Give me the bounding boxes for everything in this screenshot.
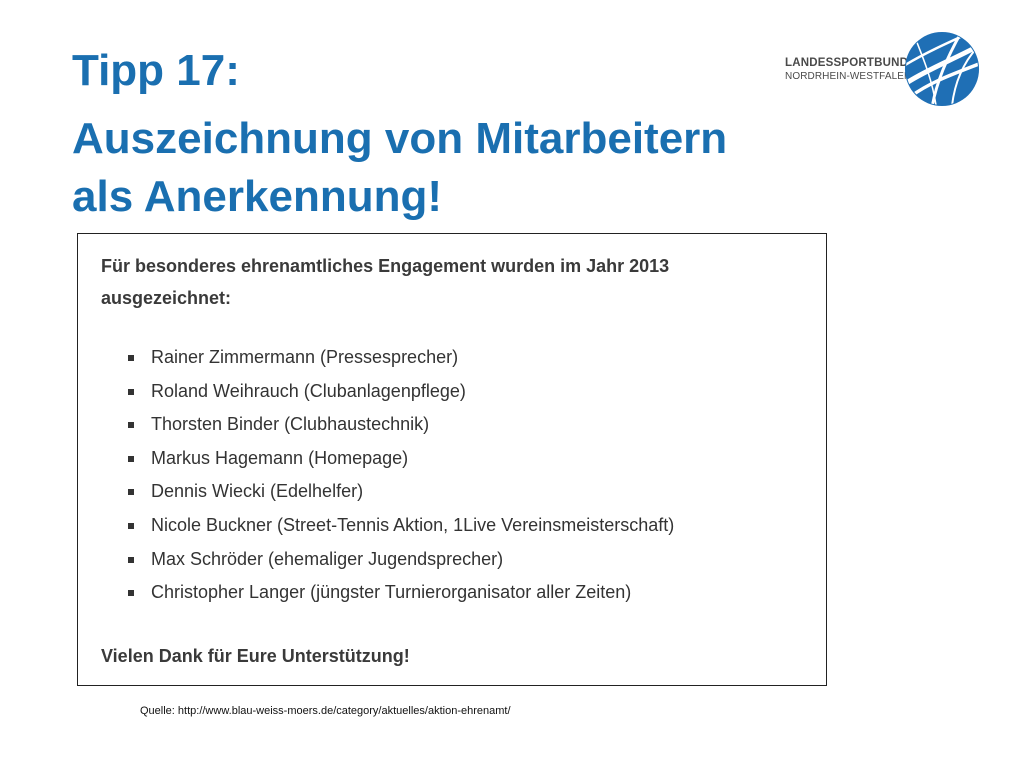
list-item: Christopher Langer (jüngster Turnierorga…	[126, 576, 674, 610]
honoree-name: Dennis Wiecki (Edelhelfer)	[151, 481, 364, 502]
intro-line-2: ausgezeichnet:	[101, 288, 232, 308]
square-bullet-icon	[128, 388, 134, 395]
list-item: Roland Weihrauch (Clubanlagenpflege)	[126, 375, 674, 409]
honoree-name: Nicole Buckner (Street-Tennis Aktion, 1L…	[151, 514, 675, 535]
list-item: Thorsten Binder (Clubhaustechnik)	[126, 408, 674, 442]
logo-text: LANDESSPORTBUND NORDRHEIN-WESTFALEN	[785, 56, 911, 84]
honoree-list: Rainer Zimmermann (Pressesprecher) Rolan…	[126, 341, 674, 610]
honoree-name: Christopher Langer (jüngster Turnierorga…	[151, 582, 632, 603]
list-item: Dennis Wiecki (Edelhelfer)	[126, 475, 674, 509]
logo-line-1: LANDESSPORTBUND	[785, 57, 909, 69]
thanks-text: Vielen Dank für Eure Unterstützung!	[101, 646, 410, 666]
title-line-1: Tipp 17:	[72, 46, 240, 95]
title-line-3: als Anerkennung!	[72, 172, 442, 221]
honors-card: Für besonderes ehrenamtliches Engagement…	[77, 233, 827, 686]
square-bullet-icon	[128, 422, 134, 429]
list-item: Max Schröder (ehemaliger Jugendsprecher)	[126, 543, 674, 577]
logo-line-2: NORDRHEIN-WESTFALEN	[785, 71, 912, 82]
intro-line-1: Für besonderes ehrenamtliches Engagement…	[101, 256, 670, 276]
title-line-2: Auszeichnung von Mitarbeitern	[72, 114, 728, 163]
square-bullet-icon	[128, 489, 134, 496]
source-citation: Quelle: http://www.blau-weiss-moers.de/c…	[140, 705, 511, 717]
square-bullet-icon	[128, 556, 134, 563]
honoree-name: Max Schröder (ehemaliger Jugendsprecher)	[151, 548, 504, 569]
slide-title: Tipp 17: Auszeichnung von Mitarbeitern a…	[72, 42, 727, 226]
list-item: Markus Hagemann (Homepage)	[126, 442, 674, 476]
square-bullet-icon	[128, 590, 134, 597]
globe-sport-logo-icon	[904, 31, 980, 107]
honoree-name: Roland Weihrauch (Clubanlagenpflege)	[151, 380, 466, 401]
square-bullet-icon	[128, 522, 134, 529]
honoree-name: Thorsten Binder (Clubhaustechnik)	[151, 414, 430, 435]
lsb-logo: LANDESSPORTBUND NORDRHEIN-WESTFALEN	[785, 30, 985, 110]
intro-text: Für besonderes ehrenamtliches Engagement…	[101, 250, 801, 314]
honoree-name: Markus Hagemann (Homepage)	[151, 447, 409, 468]
list-item: Rainer Zimmermann (Pressesprecher)	[126, 341, 674, 375]
square-bullet-icon	[128, 455, 134, 462]
square-bullet-icon	[128, 355, 134, 361]
list-item: Nicole Buckner (Street-Tennis Aktion, 1L…	[126, 509, 674, 543]
honoree-name: Rainer Zimmermann (Pressesprecher)	[151, 347, 459, 367]
